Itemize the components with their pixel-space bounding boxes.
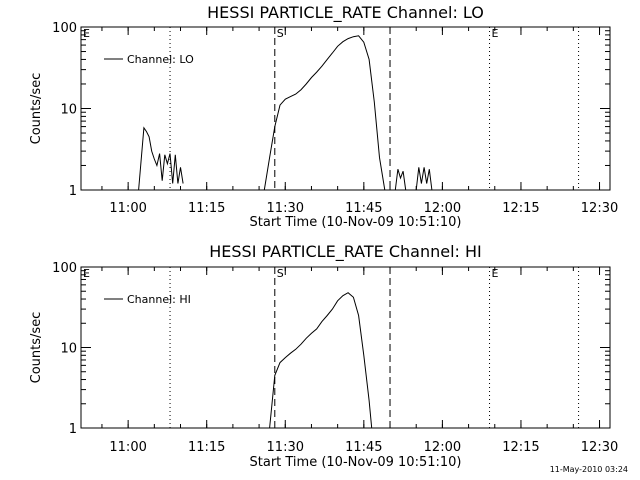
chart-panel-2: HESSI PARTICLE_RATE Channel: HI 11:00 11:1… xyxy=(29,242,618,470)
chart-title: HESSI PARTICLE_RATE Channel: HI xyxy=(209,242,482,262)
marker-label: S xyxy=(277,27,284,40)
x-tick-label: 12:00 xyxy=(424,440,461,455)
y-tick-label: 1 xyxy=(69,422,77,437)
y-tick-label: 10 xyxy=(60,342,77,357)
y-tick-label: 1 xyxy=(69,184,77,199)
series-line-segment xyxy=(415,167,433,191)
y-tick-label: 10 xyxy=(60,103,77,118)
timestamp: 11-May-2010 03:24 xyxy=(549,465,628,474)
marker-label: E xyxy=(492,27,499,40)
y-axis-label: Counts/sec xyxy=(29,312,44,384)
x-tick-label: 12:15 xyxy=(502,201,539,216)
y-tick-label: 100 xyxy=(52,21,77,36)
x-axis-label: Start Time (10-Nov-09 10:51:10) xyxy=(250,455,462,470)
legend-label: Channel: LO xyxy=(127,53,194,66)
x-tick-label: 11:45 xyxy=(345,440,382,455)
series-line-segment xyxy=(269,292,373,429)
x-tick-label: 12:30 xyxy=(581,440,618,455)
x-tick-label: 11:00 xyxy=(109,440,146,455)
x-tick-label: 12:15 xyxy=(502,440,539,455)
x-tick-label: 11:30 xyxy=(267,440,304,455)
x-tick-label: 12:00 xyxy=(424,201,461,216)
marker-label: E xyxy=(83,27,90,40)
x-tick-label: 11:00 xyxy=(109,201,146,216)
chart-title: HESSI PARTICLE_RATE Channel: LO xyxy=(207,3,484,23)
x-tick-label: 12:30 xyxy=(581,201,618,216)
y-axis-label: Counts/sec xyxy=(29,73,44,145)
marker-label: E xyxy=(492,267,499,280)
plot-frame xyxy=(80,266,611,429)
x-tick-label: 11:45 xyxy=(345,201,382,216)
series-line-segment xyxy=(394,169,407,191)
x-axis-label: Start Time (10-Nov-09 10:51:10) xyxy=(250,215,462,230)
legend: Channel: HI xyxy=(104,293,191,306)
x-tick-label: 11:30 xyxy=(267,201,304,216)
series-line-segment xyxy=(138,126,184,191)
legend: Channel: LO xyxy=(104,53,194,66)
chart-panel-1: HESSI PARTICLE_RATE Channel: LO 11:00 11:1… xyxy=(29,3,618,230)
marker-label: S xyxy=(277,267,284,280)
x-tick-label: 11:15 xyxy=(188,201,225,216)
marker-label: E xyxy=(83,267,90,280)
x-tick-label: 11:15 xyxy=(188,440,225,455)
series-line-segment xyxy=(263,35,386,191)
y-tick-label: 100 xyxy=(52,261,77,276)
legend-label: Channel: HI xyxy=(127,293,191,306)
